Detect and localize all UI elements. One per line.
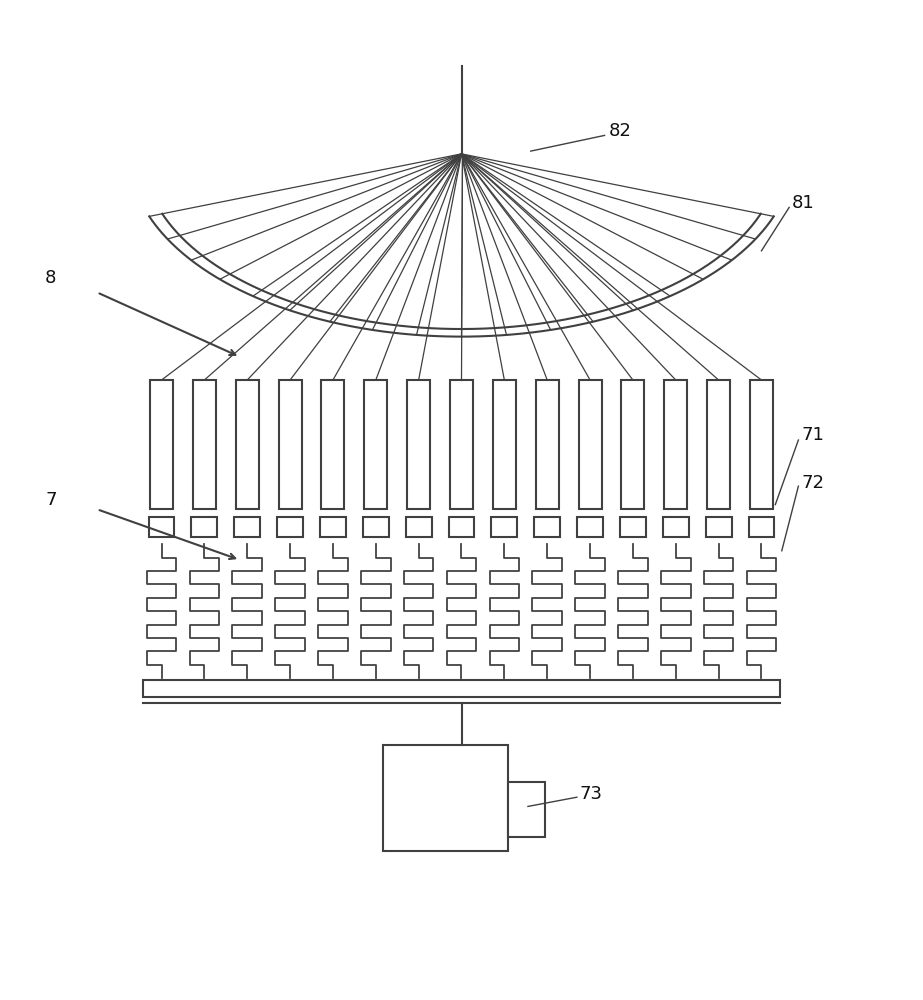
Bar <box>320 517 346 537</box>
Bar <box>407 380 430 509</box>
Text: 8: 8 <box>45 269 56 287</box>
Bar <box>150 380 173 509</box>
Bar <box>663 517 689 537</box>
Bar <box>449 517 474 537</box>
Bar <box>493 380 516 509</box>
Bar <box>277 517 303 537</box>
Bar <box>234 517 260 537</box>
Bar <box>620 517 646 537</box>
Bar <box>383 745 508 851</box>
Bar <box>191 517 217 537</box>
Bar <box>706 517 732 537</box>
Text: 81: 81 <box>792 194 815 212</box>
Bar <box>749 517 774 537</box>
Bar <box>491 517 517 537</box>
Bar <box>450 380 473 509</box>
Bar <box>508 782 545 837</box>
Bar <box>321 380 344 509</box>
Text: 73: 73 <box>580 785 603 803</box>
Bar <box>149 517 174 537</box>
Bar <box>749 380 773 509</box>
Bar <box>707 380 730 509</box>
Bar <box>235 380 258 509</box>
Bar <box>665 380 688 509</box>
Bar <box>363 517 389 537</box>
Bar <box>406 517 432 537</box>
Bar <box>143 680 780 697</box>
Bar <box>534 517 560 537</box>
Bar <box>579 380 602 509</box>
Bar <box>193 380 216 509</box>
Bar <box>621 380 644 509</box>
Text: 72: 72 <box>801 474 824 492</box>
Text: 71: 71 <box>801 426 824 444</box>
Bar <box>577 517 603 537</box>
Bar <box>535 380 558 509</box>
Bar <box>365 380 388 509</box>
Bar <box>279 380 302 509</box>
Text: 7: 7 <box>45 491 56 509</box>
Text: 82: 82 <box>609 122 632 140</box>
